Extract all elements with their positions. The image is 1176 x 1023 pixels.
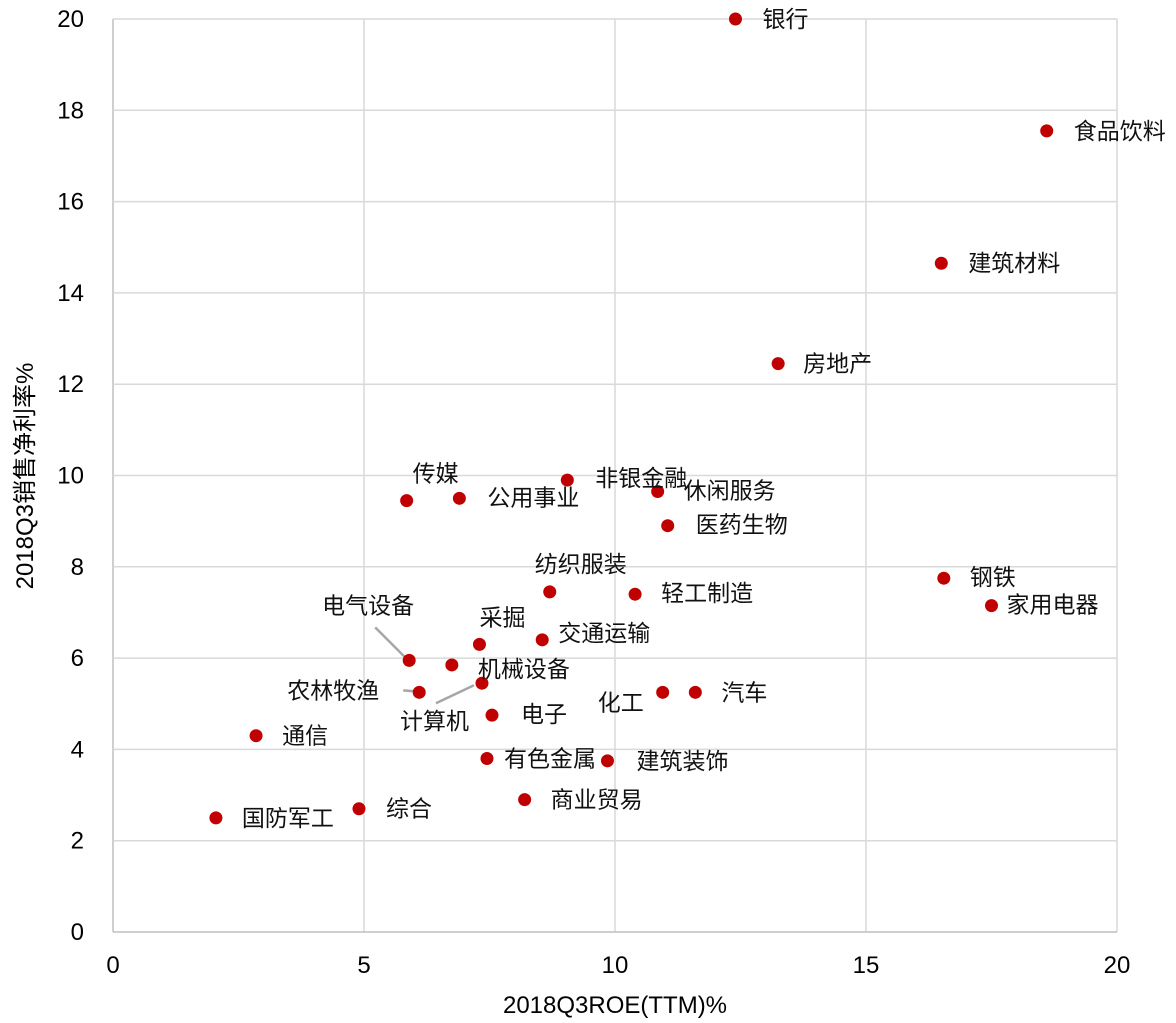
x-tick-label: 20 [1104,952,1131,979]
data-point-label: 国防军工 [242,806,334,832]
x-tick-label: 15 [853,952,880,979]
grid-lines [112,18,1118,933]
y-tick-label: 8 [71,554,84,581]
data-point-label: 计算机 [400,709,469,735]
x-axis-title: 2018Q3ROE(TTM)% [503,992,727,1019]
data-point [249,729,263,743]
leader-line [435,684,475,705]
data-point [480,752,494,766]
data-point-label: 休闲服务 [684,478,776,504]
data-point [535,633,549,647]
data-point [656,685,670,699]
data-point [543,585,557,599]
data-point-label: 有色金属 [504,747,596,773]
y-tick-label: 12 [57,371,84,398]
data-point [771,357,785,371]
data-point-label: 银行 [762,7,808,33]
y-tick-label: 0 [71,919,84,946]
y-tick-label: 4 [71,736,84,763]
data-point-label: 纺织服装 [535,552,627,578]
data-point [475,676,489,690]
data-point-label: 公用事业 [487,485,579,511]
data-point [600,754,614,768]
data-point-label: 交通运输 [558,621,650,647]
y-axis-title: 2018Q3销售净利率% [12,363,39,590]
data-point-label: 农林牧渔 [287,678,379,704]
data-point-label: 轻工制造 [661,581,753,607]
data-point [728,12,742,26]
data-point-label: 采掘 [479,605,525,631]
data-point [560,473,574,487]
data-point [688,685,702,699]
data-point [485,708,499,722]
data-point [402,653,416,667]
data-points [209,12,1054,825]
data-point [937,571,951,585]
data-point [1040,124,1054,138]
data-point-label: 汽车 [721,680,767,706]
data-point-label: 电子 [521,702,567,728]
data-point-label: 通信 [282,724,328,750]
data-point [661,519,675,533]
data-point-label: 家用电器 [1007,593,1099,619]
data-point [445,658,459,672]
y-tick-label: 2 [71,828,84,855]
x-tick-label: 0 [106,952,119,979]
y-tick-label: 20 [57,6,84,33]
data-point-label: 综合 [386,797,432,823]
data-point [472,637,486,651]
data-point-label: 医药生物 [696,513,788,539]
data-point-label: 化工 [598,690,644,716]
y-tick-label: 6 [71,645,84,672]
y-tick-label: 16 [57,189,84,216]
data-point-label: 建筑材料 [968,251,1060,277]
data-point [352,802,366,816]
y-tick-label: 18 [57,97,84,124]
x-tick-label: 10 [602,952,629,979]
data-point-label: 传媒 [413,462,459,488]
data-point-label: 食品饮料 [1074,119,1166,145]
data-point [934,256,948,270]
data-point [209,811,223,825]
data-point [412,685,426,699]
data-point [452,491,466,505]
y-tick-label: 10 [57,463,84,490]
data-point [985,599,998,613]
data-point-label: 机械设备 [478,657,570,683]
data-point-label: 钢铁 [970,565,1016,591]
tick-labels: 0 5 10 15 20 0 2 4 6 8 10 12 14 16 18 20 [57,6,1130,979]
x-tick-label: 5 [357,952,370,979]
data-point-label: 电气设备 [322,593,414,619]
data-point [651,484,665,498]
data-point [400,494,414,508]
data-point [628,587,642,601]
data-point-label: 商业贸易 [551,788,643,814]
y-tick-label: 14 [57,280,84,307]
data-point-label: 房地产 [803,352,872,378]
data-point-label: 建筑装饰 [636,749,728,775]
data-point [518,793,532,807]
leader-line [374,626,406,658]
data-point-label: 非银金融 [595,466,687,492]
